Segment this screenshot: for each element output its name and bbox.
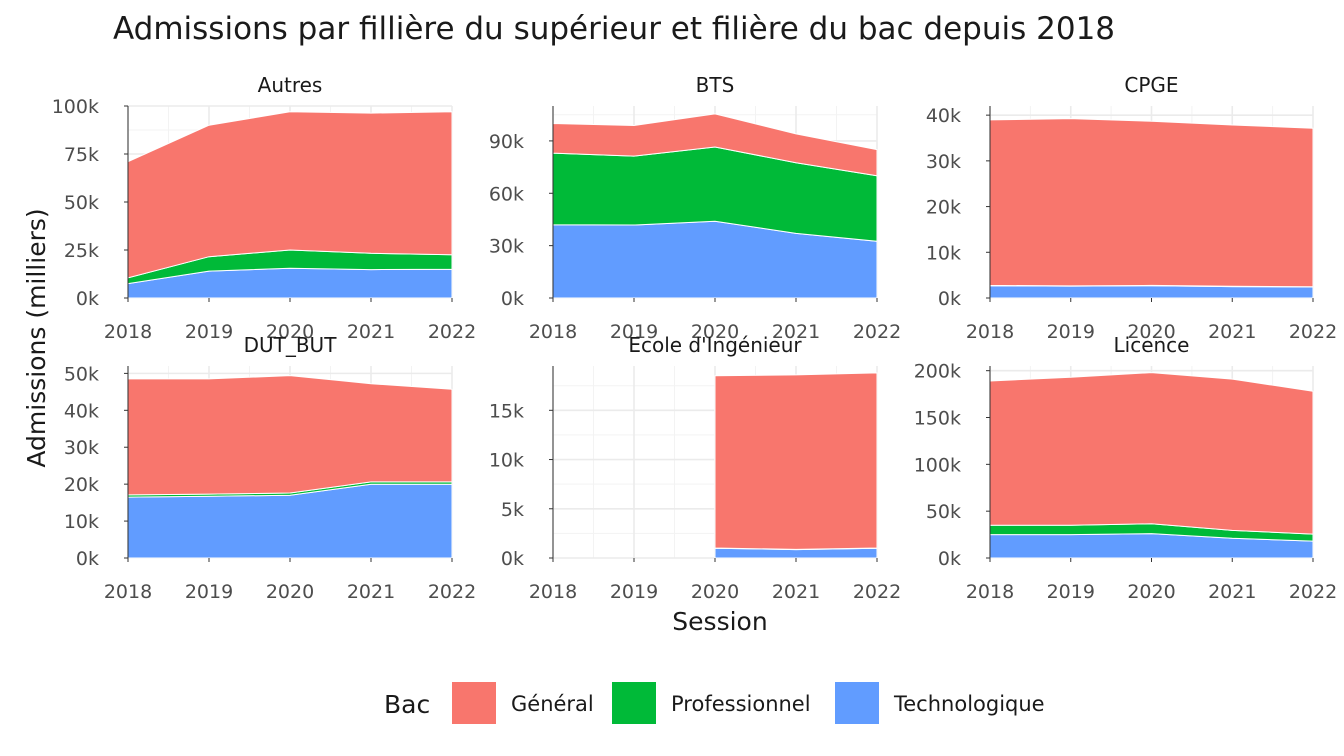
x-tick-label: 2020 — [1127, 581, 1175, 603]
y-tick-label: 100k — [914, 454, 961, 476]
legend-label-technologique: Technologique — [893, 692, 1045, 716]
x-tick-label: 2019 — [1047, 321, 1095, 343]
x-tick-label: 2022 — [428, 321, 476, 343]
legend-key-general — [452, 682, 496, 724]
x-tick-label: 2019 — [610, 321, 658, 343]
area-general — [127, 375, 453, 496]
facet-strip-label: DUT_BUT — [244, 333, 338, 357]
facet-strip-label: Autres — [258, 73, 323, 97]
facet-ecole-d-ingenieur: Ecole d'Ingénieur 0k 5k 10k 15k 2018 2019 2020 2… — [489, 333, 901, 603]
legend: Bac Général Professionnel Technologique — [384, 682, 1045, 724]
x-tick-label: 2021 — [772, 321, 820, 343]
x-tick-label: 2020 — [691, 321, 739, 343]
x-tick-label: 2018 — [529, 321, 577, 343]
facet-panels: Autres 0k 25k 50k 75k 100k 2018 2019 2020 2021 202… — [52, 73, 1337, 603]
x-axis-title: Session — [672, 607, 767, 636]
x-tick-label: 2018 — [966, 581, 1014, 603]
y-tick-label: 200k — [914, 361, 961, 383]
facet-strip-label: Ecole d'Ingénieur — [628, 333, 802, 357]
facet-bts: BTS 0k 30k 60k 90k 2018 2019 2020 2021 2022 — [489, 73, 901, 343]
y-tick-label: 40k — [64, 400, 99, 422]
y-tick-label: 15k — [489, 400, 524, 422]
chart-title: Admissions par fillière du supérieur et … — [113, 11, 1115, 47]
x-tick-label: 2021 — [347, 581, 395, 603]
area-general — [989, 372, 1314, 535]
legend-key-technologique — [835, 682, 879, 724]
y-tick-label: 40k — [926, 105, 961, 127]
x-tick-label: 2021 — [1208, 581, 1256, 603]
y-tick-label: 10k — [926, 242, 961, 264]
x-tick-label: 2019 — [610, 581, 658, 603]
x-tick-label: 2018 — [966, 321, 1014, 343]
x-tick-label: 2019 — [185, 321, 233, 343]
x-tick-label: 2022 — [428, 581, 476, 603]
y-tick-label: 5k — [501, 499, 524, 521]
facet-strip-label: BTS — [696, 73, 735, 97]
facet-strip-label: CPGE — [1124, 73, 1178, 97]
facet-licence: Licence 0k 50k 100k 150k 200k 2018 2019 2020 2021… — [914, 333, 1337, 603]
x-tick-label: 2018 — [529, 581, 577, 603]
x-tick-label: 2020 — [266, 581, 314, 603]
y-tick-label: 30k — [64, 437, 99, 459]
y-tick-label: 30k — [489, 236, 524, 258]
y-tick-label: 50k — [926, 501, 961, 523]
x-tick-label: 2019 — [185, 581, 233, 603]
x-tick-label: 2021 — [1208, 321, 1256, 343]
x-tick-label: 2020 — [1127, 321, 1175, 343]
area-general — [989, 118, 1314, 288]
x-tick-label: 2022 — [853, 321, 901, 343]
y-tick-label: 75k — [64, 144, 99, 166]
y-tick-label: 50k — [64, 363, 99, 385]
legend-title: Bac — [384, 690, 430, 719]
y-tick-label: 60k — [489, 183, 524, 205]
legend-label-professionnel: Professionnel — [671, 692, 811, 716]
area-general — [127, 111, 453, 279]
y-axis-title: Admissions (milliers) — [22, 208, 51, 467]
y-tick-label: 10k — [64, 511, 99, 533]
area-general — [714, 372, 878, 550]
y-tick-label: 90k — [489, 131, 524, 153]
y-tick-label: 30k — [926, 151, 961, 173]
y-tick-label: 0k — [76, 548, 99, 570]
y-tick-label: 10k — [489, 450, 524, 472]
y-tick-label: 25k — [64, 240, 99, 262]
legend-key-professionnel — [612, 682, 656, 724]
facet-cpge: CPGE 0k 10k 20k 30k 40k 2018 2019 2020 2021 2022 — [926, 73, 1337, 343]
x-tick-label: 2019 — [1047, 581, 1095, 603]
facet-strip-label: Licence — [1114, 333, 1190, 357]
legend-label-general: Général — [511, 692, 594, 716]
y-tick-label: 0k — [76, 288, 99, 310]
area-technologique — [989, 285, 1314, 299]
area-general — [552, 113, 878, 177]
y-tick-label: 100k — [52, 96, 99, 118]
y-tick-label: 0k — [938, 288, 961, 310]
y-tick-label: 50k — [64, 192, 99, 214]
x-tick-label: 2018 — [104, 321, 152, 343]
y-tick-label: 0k — [501, 548, 524, 570]
x-tick-label: 2020 — [266, 321, 314, 343]
y-tick-label: 0k — [501, 288, 524, 310]
x-tick-label: 2021 — [772, 581, 820, 603]
facet-dut-but: DUT_BUT 0k 10k 20k 30k 40k 50k 2018 2019 2020 2021… — [64, 333, 476, 603]
x-tick-label: 2020 — [691, 581, 739, 603]
y-tick-label: 20k — [64, 474, 99, 496]
x-tick-label: 2022 — [1289, 581, 1337, 603]
y-tick-label: 20k — [926, 197, 961, 219]
x-tick-label: 2022 — [853, 581, 901, 603]
x-tick-label: 2021 — [347, 321, 395, 343]
facet-autres: Autres 0k 25k 50k 75k 100k 2018 2019 2020 2021 202… — [52, 73, 476, 343]
y-tick-label: 150k — [914, 408, 961, 430]
x-tick-label: 2018 — [104, 581, 152, 603]
y-tick-label: 0k — [938, 548, 961, 570]
x-tick-label: 2022 — [1289, 321, 1337, 343]
